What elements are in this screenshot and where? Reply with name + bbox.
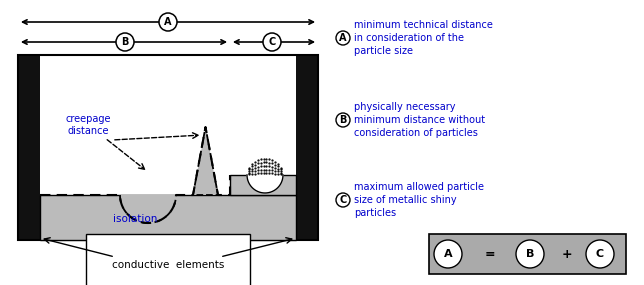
Polygon shape [40, 195, 296, 240]
Text: +: + [562, 247, 573, 260]
Circle shape [516, 240, 544, 268]
Text: B: B [339, 115, 346, 125]
Circle shape [336, 193, 350, 207]
Text: C: C [339, 195, 346, 205]
Text: B: B [526, 249, 534, 259]
Polygon shape [296, 55, 318, 240]
Polygon shape [230, 175, 296, 195]
Polygon shape [120, 195, 176, 223]
Text: C: C [269, 37, 276, 47]
Circle shape [586, 240, 614, 268]
Circle shape [336, 31, 350, 45]
FancyBboxPatch shape [429, 234, 626, 274]
Circle shape [336, 113, 350, 127]
Text: physically necessary
minimum distance without
consideration of particles: physically necessary minimum distance wi… [354, 102, 485, 138]
Text: A: A [339, 33, 346, 43]
Circle shape [159, 13, 177, 31]
Polygon shape [247, 175, 283, 193]
Text: B: B [121, 37, 129, 47]
Text: =: = [485, 247, 495, 260]
Circle shape [434, 240, 462, 268]
Text: conductive  elements: conductive elements [112, 260, 224, 270]
Text: maximum allowed particle
size of metallic shiny
particles: maximum allowed particle size of metalli… [354, 182, 484, 218]
Circle shape [116, 33, 134, 51]
Circle shape [263, 33, 281, 51]
Text: C: C [596, 249, 604, 259]
Polygon shape [18, 55, 40, 240]
Text: minimum technical distance
in consideration of the
particle size: minimum technical distance in considerat… [354, 20, 493, 56]
Text: A: A [164, 17, 172, 27]
Text: A: A [444, 249, 452, 259]
Text: isolation: isolation [113, 214, 157, 224]
Polygon shape [193, 127, 218, 195]
Text: creepage
distance: creepage distance [65, 114, 111, 136]
